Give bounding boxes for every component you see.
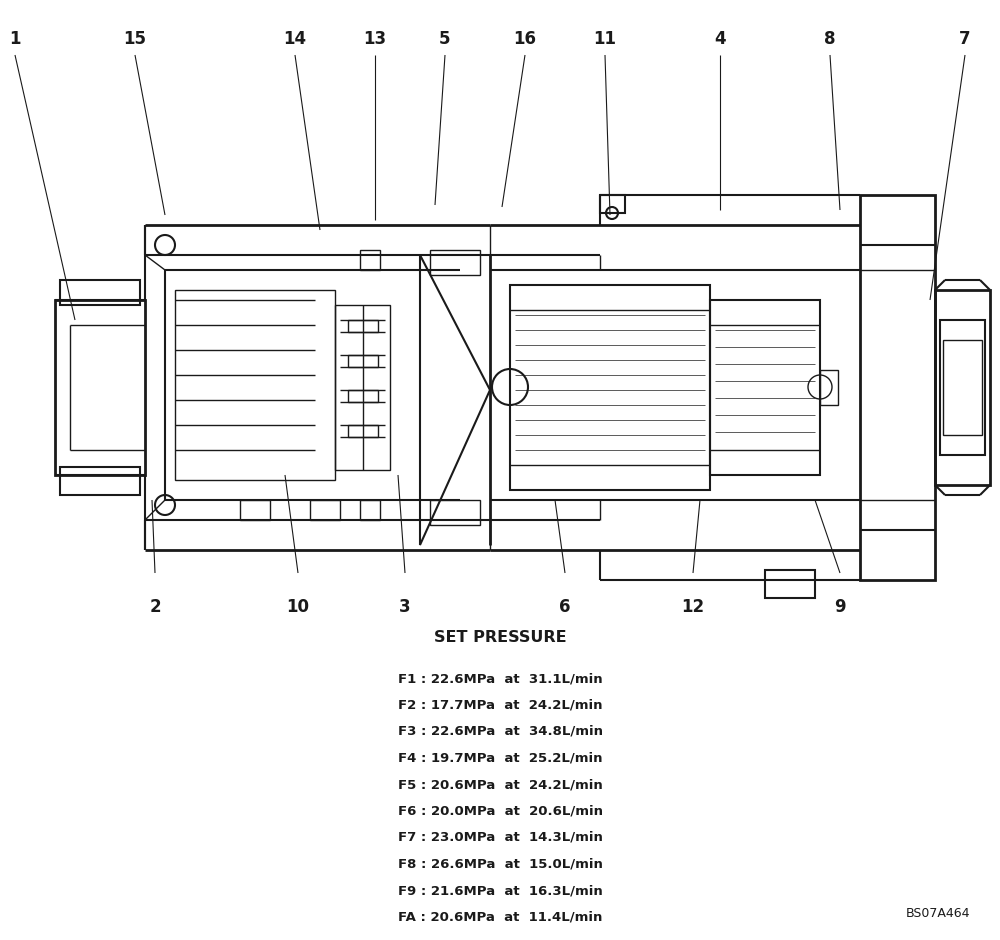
Bar	[55, 300, 145, 475]
Text: F9 : 21.6MPa  at  16.3L/min: F9 : 21.6MPa at 16.3L/min	[398, 884, 602, 897]
Text: BS07A464: BS07A464	[906, 907, 970, 920]
Text: 5: 5	[439, 30, 451, 48]
Text: 4: 4	[714, 30, 726, 48]
Text: FA : 20.6MPa  at  11.4L/min: FA : 20.6MPa at 11.4L/min	[398, 911, 602, 923]
Bar	[430, 250, 480, 275]
Text: F3 : 22.6MPa  at  34.8L/min: F3 : 22.6MPa at 34.8L/min	[398, 725, 602, 738]
Text: F6 : 20.0MPa  at  20.6L/min: F6 : 20.0MPa at 20.6L/min	[398, 805, 602, 818]
Text: 8: 8	[824, 30, 836, 48]
Bar	[940, 320, 985, 455]
Bar	[348, 320, 378, 332]
Text: 7: 7	[959, 30, 971, 48]
Text: F5 : 20.6MPa  at  24.2L/min: F5 : 20.6MPa at 24.2L/min	[398, 778, 602, 791]
Bar	[60, 467, 140, 495]
Text: 13: 13	[363, 30, 387, 48]
Bar	[310, 500, 340, 520]
Bar	[60, 280, 140, 305]
Text: 15: 15	[124, 30, 146, 48]
Bar	[335, 305, 390, 470]
Text: F1 : 22.6MPa  at  31.1L/min: F1 : 22.6MPa at 31.1L/min	[398, 672, 602, 685]
Text: 6: 6	[559, 598, 571, 616]
Bar	[348, 425, 378, 437]
Bar	[820, 370, 838, 405]
Text: SET PRESSURE: SET PRESSURE	[434, 630, 566, 645]
Text: 3: 3	[399, 598, 411, 616]
Text: 16: 16	[514, 30, 536, 48]
Bar	[860, 195, 935, 580]
Text: F2 : 17.7MPa  at  24.2L/min: F2 : 17.7MPa at 24.2L/min	[398, 698, 602, 712]
Text: F7 : 23.0MPa  at  14.3L/min: F7 : 23.0MPa at 14.3L/min	[398, 831, 602, 844]
Bar	[710, 300, 820, 475]
Bar	[175, 290, 335, 480]
Bar	[430, 500, 480, 525]
Text: 11: 11	[594, 30, 616, 48]
Text: 14: 14	[283, 30, 307, 48]
Text: 2: 2	[149, 598, 161, 616]
Bar	[360, 500, 380, 520]
Bar	[600, 195, 625, 213]
Text: F8 : 26.6MPa  at  15.0L/min: F8 : 26.6MPa at 15.0L/min	[398, 857, 602, 870]
Bar	[240, 500, 270, 520]
Bar	[348, 355, 378, 367]
Bar	[943, 340, 982, 435]
Text: F4 : 19.7MPa  at  25.2L/min: F4 : 19.7MPa at 25.2L/min	[398, 751, 602, 764]
Bar	[765, 570, 815, 598]
Bar	[935, 290, 990, 485]
Bar	[360, 250, 380, 270]
Text: 10: 10	[287, 598, 310, 616]
Text: 1: 1	[9, 30, 21, 48]
Bar	[510, 285, 710, 490]
Bar	[348, 390, 378, 402]
Text: 12: 12	[681, 598, 705, 616]
Text: 9: 9	[834, 598, 846, 616]
